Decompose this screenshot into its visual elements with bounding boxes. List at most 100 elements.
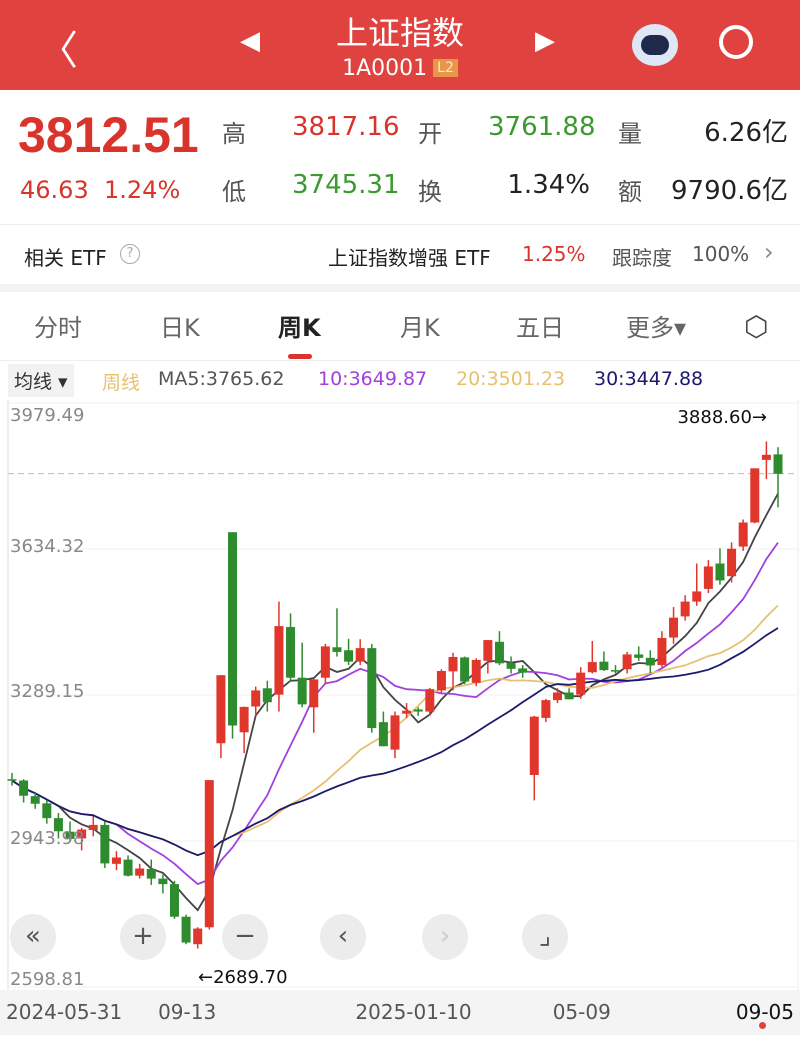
candle-body: [309, 679, 319, 708]
candle-body: [564, 692, 574, 700]
candle: [19, 779, 29, 803]
candle-body: [216, 675, 226, 744]
candle: [344, 638, 354, 666]
min-price-label: ←2689.70: [198, 967, 288, 988]
candle-body: [552, 692, 562, 701]
candle: [436, 669, 446, 693]
candle-body: [761, 454, 771, 460]
candle: [123, 855, 133, 877]
candle: [715, 548, 725, 585]
candle: [483, 640, 493, 674]
ma20-value: 20:3501.23: [456, 368, 566, 390]
candle: [761, 441, 771, 479]
tab-five-day[interactable]: 五日: [516, 314, 564, 342]
fullscreen-button[interactable]: ⌟: [522, 914, 568, 960]
candle: [471, 658, 481, 687]
candle-body: [146, 868, 156, 879]
tab-weekly-k[interactable]: 周K: [278, 314, 321, 342]
candle-body: [518, 668, 528, 673]
search-icon[interactable]: [719, 25, 753, 59]
turnover-value: 1.34%: [507, 170, 590, 200]
candle-body: [274, 626, 284, 695]
candle: [181, 914, 191, 945]
candle: [239, 706, 249, 754]
candle: [541, 698, 551, 723]
active-tab-indicator: [288, 354, 312, 359]
low-label: 低: [222, 178, 246, 206]
candle-body: [65, 831, 75, 839]
candle-body: [506, 662, 516, 669]
candle-body: [773, 454, 783, 474]
stock-code: 1A0001 L2: [0, 56, 800, 81]
header-bar: 〈 ◀ 上证指数 1A0001 L2 ▶: [0, 0, 800, 90]
candle: [42, 800, 52, 824]
candle: [587, 640, 597, 674]
chevron-left-icon[interactable]: 〈: [38, 28, 78, 74]
candle: [413, 707, 423, 716]
candle-body: [100, 824, 110, 864]
section-gap: [0, 284, 800, 292]
candle-body: [204, 780, 214, 928]
tracking-value: 100%: [692, 242, 750, 266]
candle-body: [355, 648, 365, 662]
candle: [634, 646, 644, 661]
ma5-line: [11, 493, 779, 912]
candle-body: [413, 709, 423, 712]
candle: [65, 821, 75, 841]
candle-body: [436, 670, 446, 691]
tab-intraday[interactable]: 分时: [34, 314, 82, 342]
candle: [390, 711, 400, 759]
candle: [378, 711, 388, 747]
scroll-right-button[interactable]: ›: [422, 914, 468, 960]
tab-monthly-k[interactable]: 月K: [400, 314, 440, 342]
ma-selector-dropdown[interactable]: 均线 ▾: [8, 364, 74, 397]
etf-pct: 1.25%: [522, 242, 586, 266]
candle: [738, 519, 748, 551]
candle-body: [42, 803, 52, 819]
robot-assistant-icon[interactable]: [632, 24, 678, 66]
high-label: 高: [222, 120, 246, 148]
candle-body: [135, 868, 145, 876]
candlestick-chart[interactable]: 3979.49 3634.32 3289.15 2943.98 2598.81 …: [0, 400, 800, 990]
candle-body: [576, 672, 586, 695]
candle-body: [599, 661, 609, 671]
code-text: 1A0001: [342, 56, 428, 81]
y-tick-label: 3979.49: [10, 405, 84, 426]
candle-body: [286, 626, 296, 678]
candle: [332, 608, 342, 657]
settings-hexagon-icon[interactable]: ⬡: [744, 310, 769, 343]
candle-body: [541, 700, 551, 718]
candle: [773, 447, 783, 508]
candle: [750, 468, 760, 524]
candle-body: [471, 659, 481, 683]
candle: [158, 874, 168, 894]
candle: [494, 631, 504, 666]
scroll-left-button[interactable]: ‹: [320, 914, 366, 960]
date-axis: [0, 990, 800, 1035]
ma-period-label: 周线: [102, 372, 141, 394]
chevron-right-icon[interactable]: ›: [764, 238, 774, 266]
triangle-right-icon[interactable]: ▶: [535, 26, 555, 56]
candle: [88, 816, 98, 837]
zoom-in-button[interactable]: +: [120, 914, 166, 960]
candle-body: [727, 548, 737, 577]
triangle-left-icon[interactable]: ◀: [240, 26, 260, 56]
candle-body: [332, 647, 342, 652]
change-pct: 1.24%: [104, 176, 181, 204]
turnover-label: 换: [418, 178, 442, 206]
help-icon[interactable]: ?: [120, 244, 140, 264]
divider: [0, 224, 800, 225]
candle: [680, 595, 690, 621]
candle: [274, 601, 284, 712]
x-tick-label: 2025-01-10: [355, 1000, 472, 1024]
etf-name[interactable]: 上证指数增强 ETF: [328, 246, 491, 270]
candle-body: [193, 928, 203, 945]
candle-body: [611, 670, 621, 672]
scroll-start-button[interactable]: «: [10, 914, 56, 960]
candle: [135, 863, 145, 879]
tab-more[interactable]: 更多▾: [626, 314, 687, 342]
tab-daily-k[interactable]: 日K: [160, 314, 200, 342]
last-price: 3812.51: [18, 107, 199, 163]
amount-label: 额: [618, 178, 642, 206]
zoom-out-button[interactable]: −: [222, 914, 268, 960]
